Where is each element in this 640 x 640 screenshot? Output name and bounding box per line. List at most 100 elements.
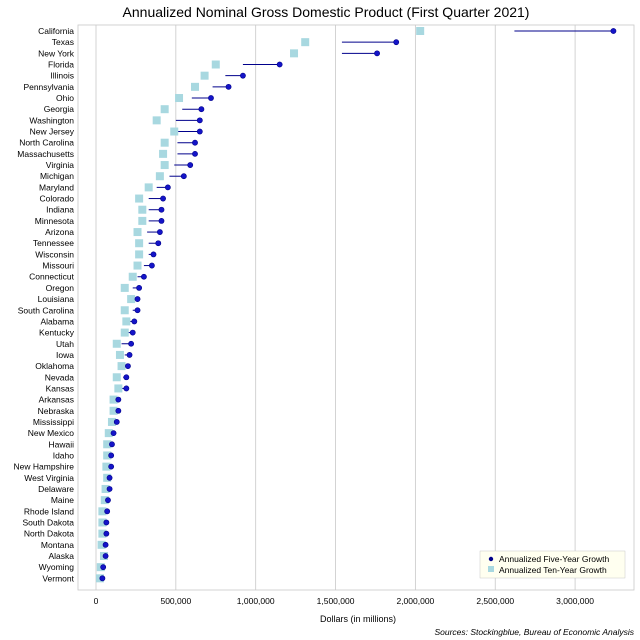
five-year-marker — [106, 474, 113, 481]
legend-ten-year-label: Annualized Ten-Year Growth — [499, 565, 607, 575]
ten-year-marker — [138, 216, 147, 225]
five-year-marker — [192, 139, 198, 146]
ten-year-marker — [159, 149, 168, 158]
ten-year-marker — [120, 283, 129, 292]
five-year-marker — [115, 407, 122, 414]
five-year-marker — [103, 519, 110, 526]
state-label: Massachusetts — [17, 149, 74, 159]
five-year-marker — [123, 385, 130, 392]
five-year-marker — [106, 486, 113, 492]
ten-year-marker — [107, 417, 116, 426]
state-label: Tennessee — [33, 238, 74, 248]
five-year-marker — [198, 106, 205, 113]
state-label: Mississippi — [33, 417, 74, 427]
ten-year-marker — [114, 384, 123, 393]
five-year-marker — [196, 128, 203, 135]
ten-year-marker — [135, 239, 144, 248]
state-label: Nevada — [45, 372, 75, 382]
five-year-marker — [164, 184, 171, 191]
ten-year-marker — [120, 306, 129, 315]
five-year-marker — [129, 329, 136, 336]
ten-year-marker — [200, 71, 209, 80]
five-year-marker — [610, 28, 617, 34]
chart-title: Annualized Nominal Gross Domestic Produc… — [123, 4, 530, 20]
ten-year-marker — [160, 138, 169, 147]
state-label: North Carolina — [19, 138, 74, 148]
x-axis-title: Dollars (in millions) — [320, 614, 396, 624]
ten-year-marker — [115, 350, 124, 359]
five-year-marker — [134, 307, 141, 314]
five-year-marker — [109, 441, 115, 448]
state-label: Utah — [56, 339, 74, 349]
five-year-marker — [158, 217, 165, 224]
x-tick-label: 0 — [94, 596, 99, 606]
ten-year-marker — [144, 183, 153, 192]
ten-year-marker — [191, 82, 200, 91]
state-label: California — [38, 26, 74, 36]
five-year-marker — [105, 497, 111, 504]
source-note: Sources: Stockingblue, Bureau of Economi… — [434, 627, 634, 637]
x-tick-label: 2,500,000 — [476, 596, 514, 606]
ten-year-marker — [152, 116, 161, 125]
ten-year-marker — [103, 440, 112, 449]
state-label: Rhode Island — [24, 506, 74, 516]
state-label: Florida — [48, 60, 74, 70]
state-label: Alabama — [40, 316, 74, 326]
five-year-marker — [131, 318, 138, 325]
five-year-marker — [123, 374, 130, 381]
ten-year-marker — [160, 161, 169, 170]
ten-year-marker — [117, 362, 126, 371]
ten-year-marker — [122, 317, 131, 326]
state-label: South Carolina — [18, 305, 75, 315]
legend-ten-year-marker — [488, 566, 494, 572]
five-year-marker — [160, 195, 166, 202]
five-year-marker — [225, 83, 232, 90]
five-year-marker — [100, 564, 107, 571]
five-year-marker — [126, 352, 133, 358]
ten-year-marker — [109, 395, 118, 404]
state-label: Iowa — [56, 350, 74, 360]
state-label: New Mexico — [28, 428, 75, 438]
ten-year-marker — [112, 373, 121, 382]
five-year-marker — [104, 508, 111, 515]
ten-year-marker — [98, 529, 107, 538]
state-label: New York — [38, 48, 75, 58]
state-label: Kansas — [46, 383, 74, 393]
state-label: Pennsylvania — [23, 82, 74, 92]
five-year-marker — [192, 150, 198, 157]
legend-five-year-label: Annualized Five-Year Growth — [499, 554, 610, 564]
state-label: Arkansas — [39, 395, 74, 405]
ten-year-marker — [133, 261, 142, 270]
state-label: Oregon — [46, 283, 75, 293]
state-label: Colorado — [40, 194, 75, 204]
five-year-marker — [196, 117, 203, 124]
five-year-marker — [108, 463, 115, 470]
legend-five-year-marker — [488, 556, 494, 562]
five-year-marker — [155, 240, 162, 247]
state-label: Texas — [52, 37, 74, 47]
ten-year-marker — [97, 540, 106, 549]
five-year-marker — [393, 39, 400, 46]
state-label: Delaware — [38, 484, 74, 494]
state-label: Washington — [29, 115, 74, 125]
ten-year-marker — [102, 462, 111, 471]
five-year-marker — [156, 229, 163, 235]
five-year-marker — [125, 363, 131, 369]
state-label: North Dakota — [24, 529, 74, 539]
ten-year-marker — [170, 127, 179, 136]
state-label: Maryland — [39, 182, 74, 192]
ten-year-marker — [120, 328, 129, 337]
state-label: Kentucky — [39, 328, 75, 338]
state-label: Nebraska — [38, 406, 75, 416]
five-year-marker — [187, 162, 194, 168]
legend: Annualized Five-Year Growth Annualized T… — [479, 550, 626, 579]
five-year-marker — [208, 95, 214, 101]
state-label: Idaho — [53, 450, 75, 460]
state-label: South Dakota — [22, 517, 74, 527]
ten-year-marker — [135, 250, 144, 259]
ten-year-marker — [100, 496, 109, 505]
ten-year-marker — [290, 49, 299, 58]
state-label: Wisconsin — [35, 249, 74, 259]
state-label: Oklahoma — [35, 361, 74, 371]
ten-year-marker — [138, 205, 147, 214]
